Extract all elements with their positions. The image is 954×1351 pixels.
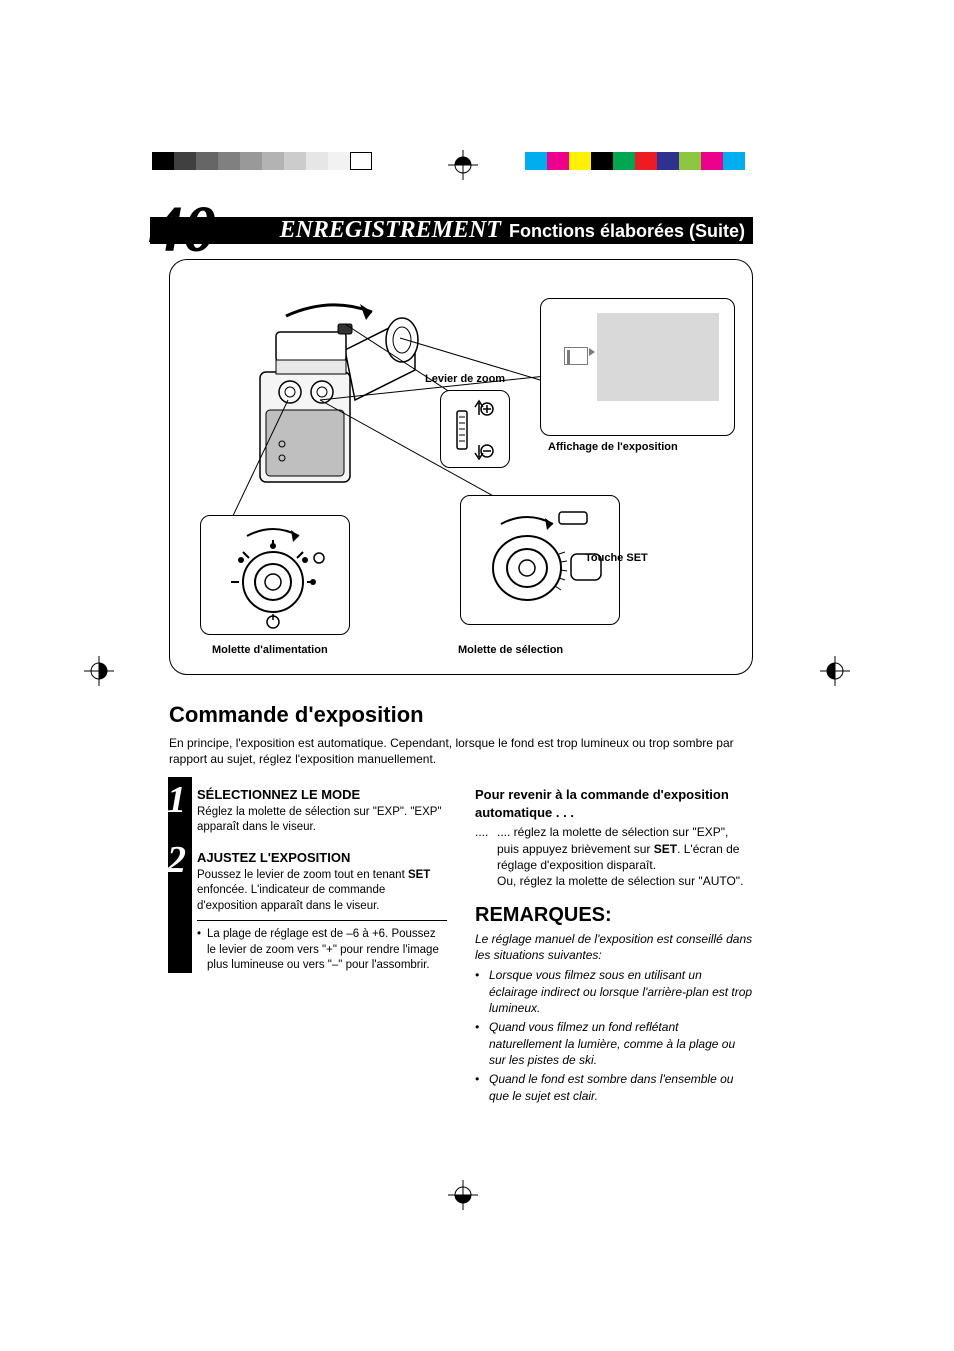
registration-mark-icon	[448, 1180, 478, 1210]
remarks-item: •Quand vous filmez un fond reflétant nat…	[475, 1019, 753, 1068]
calibration-swatch	[152, 152, 174, 170]
chapter-title: ENREGISTREMENT	[280, 217, 501, 244]
remarks-intro: Le réglage manuel de l'exposition est co…	[475, 931, 753, 964]
remarks-item: •Lorsque vous filmez sous en utilisant u…	[475, 967, 753, 1016]
registration-mark-icon	[84, 656, 114, 686]
power-dial-icon	[201, 516, 351, 636]
manual-page: 40 ENREGISTREMENT Fonctions élaborées (S…	[0, 0, 954, 1351]
calibration-swatch	[723, 152, 745, 170]
text: enfoncée. L'indicateur de commande d'exp…	[197, 884, 385, 912]
step-body: Réglez la molette de sélection sur "EXP"…	[197, 805, 447, 836]
chapter-subtitle: Fonctions élaborées (Suite)	[509, 221, 745, 242]
calibration-swatch	[679, 152, 701, 170]
bullet-icon: •	[475, 1019, 489, 1068]
text: Ou, réglez la molette de sélection sur "…	[497, 874, 743, 888]
calibration-swatch	[547, 152, 569, 170]
note-bullet: • La plage de réglage est de –6 à +6. Po…	[197, 920, 447, 974]
label-zoom-lever: Levier de zoom	[425, 373, 505, 385]
return-auto-item: .... .... réglez la molette de sélection…	[475, 824, 753, 889]
viewfinder-screen	[597, 313, 719, 401]
calibration-swatch	[306, 152, 328, 170]
calibration-swatch	[196, 152, 218, 170]
step-1: SÉLECTIONNEZ LE MODE Réglez la molette d…	[197, 786, 447, 836]
zoom-plus-minus-icon	[451, 397, 501, 463]
right-column: Pour revenir à la commande d'exposition …	[475, 786, 753, 1104]
camera-diagram: Levier de zoom Affichage de l'exposition…	[169, 259, 753, 675]
grayscale-calibration-bar	[152, 152, 372, 170]
calibration-swatch	[218, 152, 240, 170]
text-bold: SET	[654, 842, 677, 856]
calibration-swatch	[525, 152, 547, 170]
text: .... réglez la molette de sélection sur …	[497, 824, 753, 889]
viewfinder-detail	[540, 298, 735, 436]
calibration-swatch	[591, 152, 613, 170]
calibration-swatch	[635, 152, 657, 170]
remarks-item: •Quand le fond est sombre dans l'ensembl…	[475, 1071, 753, 1104]
page-number: 40	[150, 192, 216, 268]
ellipsis-icon: ....	[475, 824, 497, 889]
calibration-swatch	[262, 152, 284, 170]
step-title: AJUSTEZ L'EXPOSITION	[197, 849, 447, 867]
calibration-swatch	[174, 152, 196, 170]
remarks-list: •Lorsque vous filmez sous en utilisant u…	[475, 967, 753, 1104]
step-2: AJUSTEZ L'EXPOSITION Poussez le levier d…	[197, 849, 447, 914]
registration-mark-icon	[820, 656, 850, 686]
note-text: La plage de réglage est de –6 à +6. Pous…	[207, 927, 447, 974]
step-title: SÉLECTIONNEZ LE MODE	[197, 786, 447, 804]
label-set-button: Touche SET	[585, 552, 648, 564]
remarks-item-text: Quand le fond est sombre dans l'ensemble…	[489, 1071, 753, 1104]
calibration-swatch	[569, 152, 591, 170]
calibration-swatch	[328, 152, 350, 170]
registration-mark-icon	[448, 150, 478, 180]
label-select-dial: Molette de sélection	[458, 644, 563, 656]
text-bold: SET	[408, 869, 430, 881]
power-dial-detail	[200, 515, 350, 635]
remarks-heading: REMARQUES:	[475, 902, 753, 929]
intro-paragraph: En principe, l'exposition est automatiqu…	[169, 735, 753, 767]
section-heading: Commande d'exposition	[169, 702, 424, 728]
chapter-header: ENREGISTREMENT Fonctions élaborées (Suit…	[150, 217, 753, 244]
calibration-swatch	[240, 152, 262, 170]
color-calibration-bar	[525, 152, 745, 170]
calibration-swatch	[284, 152, 306, 170]
calibration-swatch	[613, 152, 635, 170]
step-body: Poussez le levier de zoom tout en tenant…	[197, 868, 447, 915]
bullet-icon: •	[475, 967, 489, 1016]
bullet-icon: •	[197, 927, 207, 974]
step-number: 2	[167, 838, 186, 882]
label-power-dial: Molette d'alimentation	[212, 644, 328, 656]
step-number: 1	[167, 778, 186, 822]
calibration-swatch	[350, 152, 372, 170]
text: Poussez le levier de zoom tout en tenant	[197, 869, 408, 881]
bullet-icon: •	[475, 1071, 489, 1104]
zoom-lever-detail	[440, 390, 510, 468]
calibration-swatch	[657, 152, 679, 170]
calibration-swatch	[701, 152, 723, 170]
remarks-item-text: Quand vous filmez un fond reflétant natu…	[489, 1019, 753, 1068]
remarks-item-text: Lorsque vous filmez sous en utilisant un…	[489, 967, 753, 1016]
exposure-indicator-icon	[564, 347, 588, 365]
label-exposure-display: Affichage de l'exposition	[548, 441, 678, 453]
